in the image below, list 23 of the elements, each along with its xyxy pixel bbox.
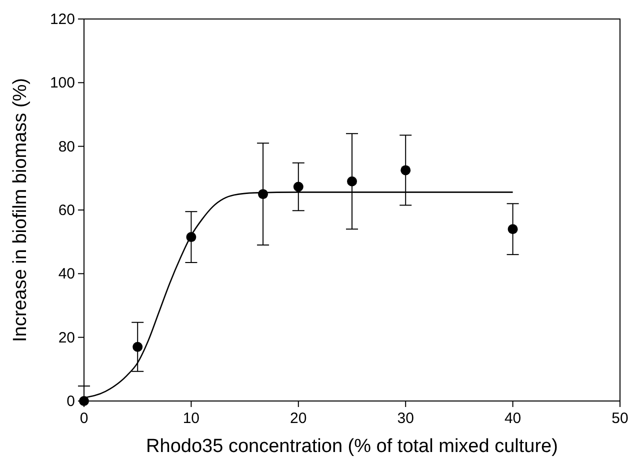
x-tick-label: 10 [182, 410, 200, 427]
point [132, 342, 143, 352]
x-tick-label: 30 [397, 410, 414, 427]
y-tick-label: 40 [58, 266, 75, 283]
y-tick-label: 20 [58, 329, 75, 346]
point [400, 165, 411, 176]
point [186, 232, 196, 242]
x-tick-label: 20 [290, 410, 307, 427]
y-tick-label: 120 [50, 11, 75, 28]
point [508, 224, 518, 234]
point [293, 182, 304, 192]
x-tick-label: 50 [612, 410, 628, 427]
y-tick-label: 0 [66, 393, 75, 410]
point [347, 176, 357, 186]
y-tick-label: 100 [50, 74, 75, 92]
y-tick-label: 80 [58, 138, 75, 156]
y-tick-label: 60 [58, 202, 75, 219]
y-axis-title: Increase in biofilm biomass (%) [10, 78, 31, 342]
x-axis-title: Rhodo35 concentration (% of total mixed culture) [146, 436, 558, 457]
point [79, 396, 89, 406]
x-tick-label: 0 [80, 410, 88, 427]
point [258, 189, 268, 200]
x-tick-label: 40 [504, 410, 522, 427]
